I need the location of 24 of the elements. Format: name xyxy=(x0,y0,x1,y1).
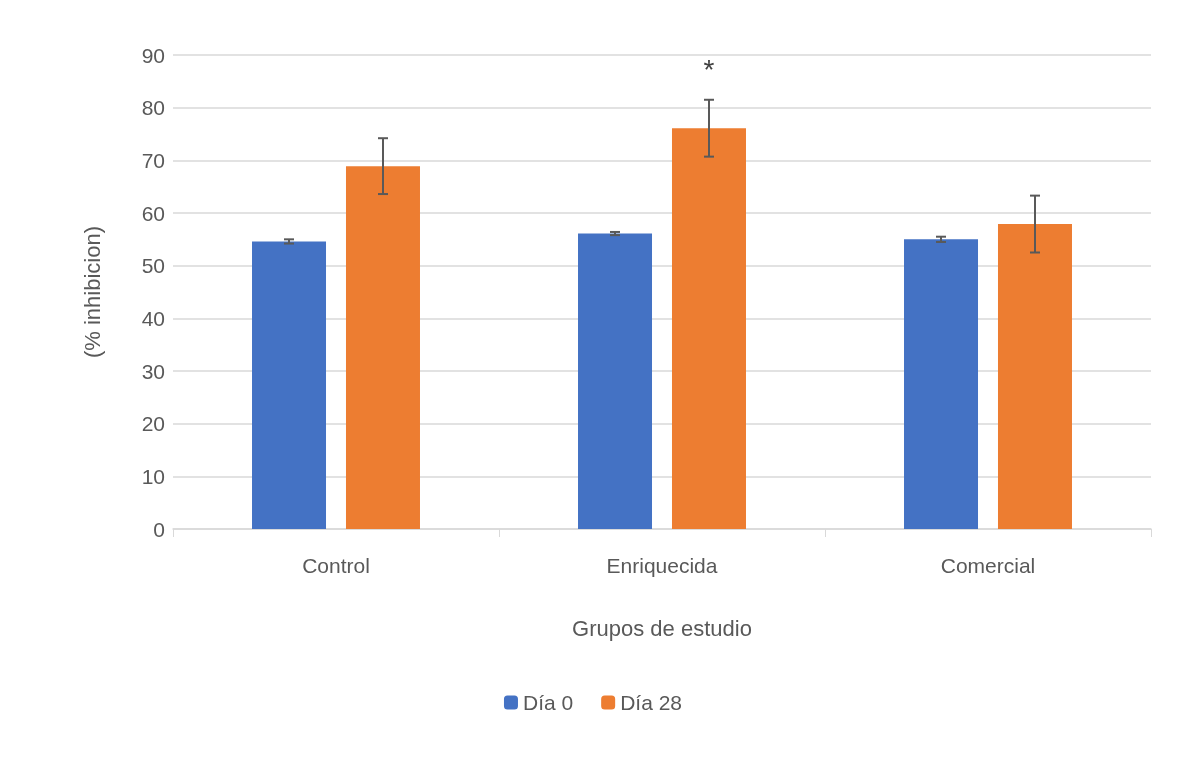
y-tick-label: 50 xyxy=(141,254,165,278)
y-tick-label: 60 xyxy=(141,201,165,225)
bar xyxy=(252,241,327,529)
y-tick-label: 90 xyxy=(141,43,165,67)
bar xyxy=(671,128,746,529)
annotation: * xyxy=(703,54,715,86)
y-tick-label: 30 xyxy=(141,359,165,383)
bar xyxy=(904,239,979,529)
bar xyxy=(997,224,1072,529)
y-tick-label: 80 xyxy=(141,96,165,120)
y-axis-title: (% inhibicion) xyxy=(79,225,105,359)
x-tick-label: Enriquecida xyxy=(606,554,718,577)
y-tick-label: 10 xyxy=(141,464,165,488)
x-axis-title: Grupos de estudio xyxy=(572,615,752,641)
bar xyxy=(345,166,420,529)
y-tick-label: 70 xyxy=(141,148,165,172)
legend-label: Día 28 xyxy=(620,691,683,714)
y-tick-label: 40 xyxy=(141,306,165,330)
y-tick-label: 0 xyxy=(153,517,165,541)
x-tick-label: Comercial xyxy=(940,554,1036,577)
legend-label: Día 0 xyxy=(522,691,574,714)
x-tick-label: Control xyxy=(302,554,370,577)
y-tick-label: 20 xyxy=(141,412,165,436)
bar xyxy=(578,233,653,529)
